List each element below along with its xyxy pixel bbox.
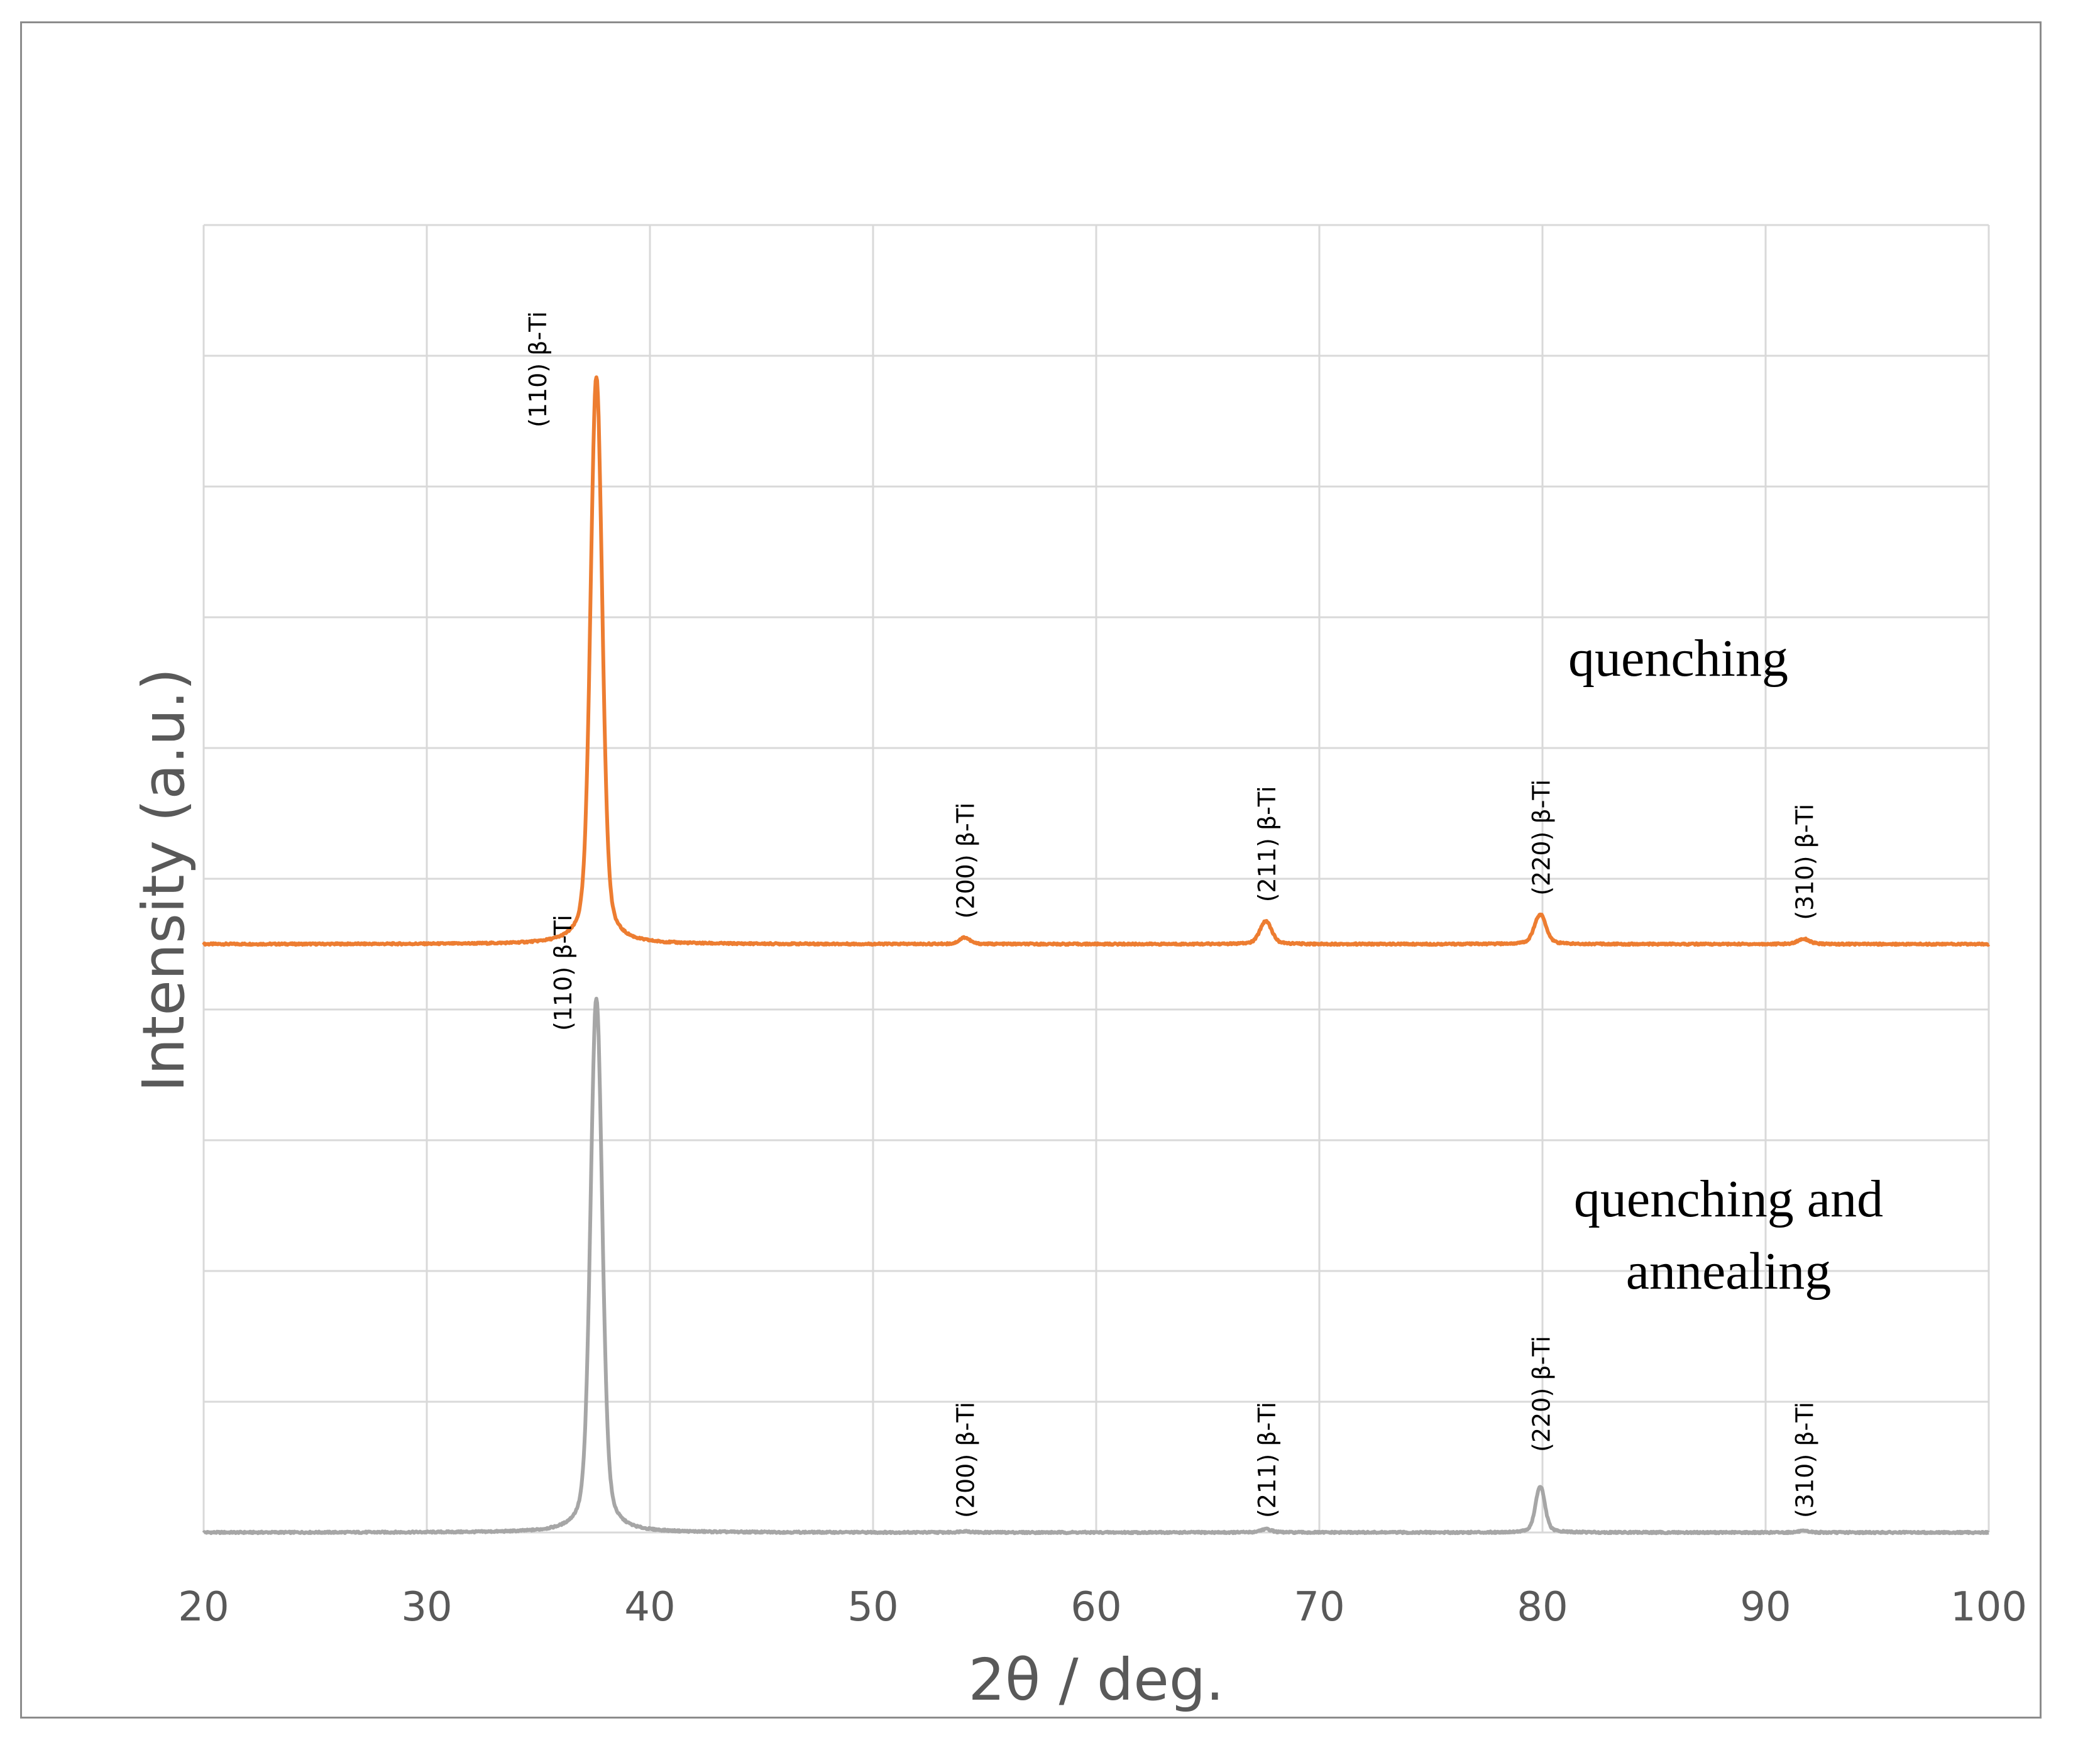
x-tick-label: 60 — [1070, 1584, 1121, 1631]
peak-labels: (110) β-Ti (200) β-Ti (211) β-Ti (220) β-Ti… — [524, 311, 1819, 1518]
peak-label: (110) β-Ti — [524, 311, 552, 427]
x-tick-label: 50 — [847, 1584, 898, 1631]
chart-frame — [20, 21, 2042, 1719]
x-tick-label: 70 — [1294, 1584, 1344, 1631]
x-tick-label: 90 — [1740, 1584, 1791, 1631]
series-label: quenching — [1568, 629, 1788, 688]
series-line-quenching-and-annealing — [202, 996, 1990, 1536]
grid-lines — [202, 224, 1990, 1534]
x-tick-label: 30 — [401, 1584, 452, 1631]
peak-label: (110) β-Ti — [549, 915, 577, 1031]
x-axis-title: 2θ / deg. — [969, 1646, 1224, 1714]
x-tick-labels: 20 30 40 50 60 70 80 90 100 — [178, 1584, 2027, 1631]
peak-label: (200) β-Ti — [952, 1402, 980, 1518]
x-tick-label: 100 — [1950, 1584, 2027, 1631]
peak-label: (211) β-Ti — [1253, 1402, 1281, 1518]
peak-label: (220) β-Ti — [1528, 1336, 1556, 1452]
series-label: quenching and — [1574, 1170, 1883, 1228]
x-tick-label: 20 — [178, 1584, 229, 1631]
y-axis-title: Intensity (a.u.) — [130, 668, 197, 1092]
series-lines — [202, 375, 1991, 1536]
peak-label: (200) β-Ti — [952, 803, 980, 919]
x-tick-label: 80 — [1517, 1584, 1568, 1631]
peak-label: (310) β-Ti — [1791, 804, 1818, 920]
peak-label: (310) β-Ti — [1791, 1402, 1818, 1518]
series-line-quenching — [202, 375, 1991, 947]
series-label: annealing — [1626, 1242, 1832, 1301]
peak-label: (211) β-Ti — [1253, 786, 1281, 902]
series-labels: quenching quenching and annealing — [1568, 629, 1883, 1301]
peak-label: (220) β-Ti — [1528, 779, 1556, 896]
x-tick-label: 40 — [624, 1584, 675, 1631]
